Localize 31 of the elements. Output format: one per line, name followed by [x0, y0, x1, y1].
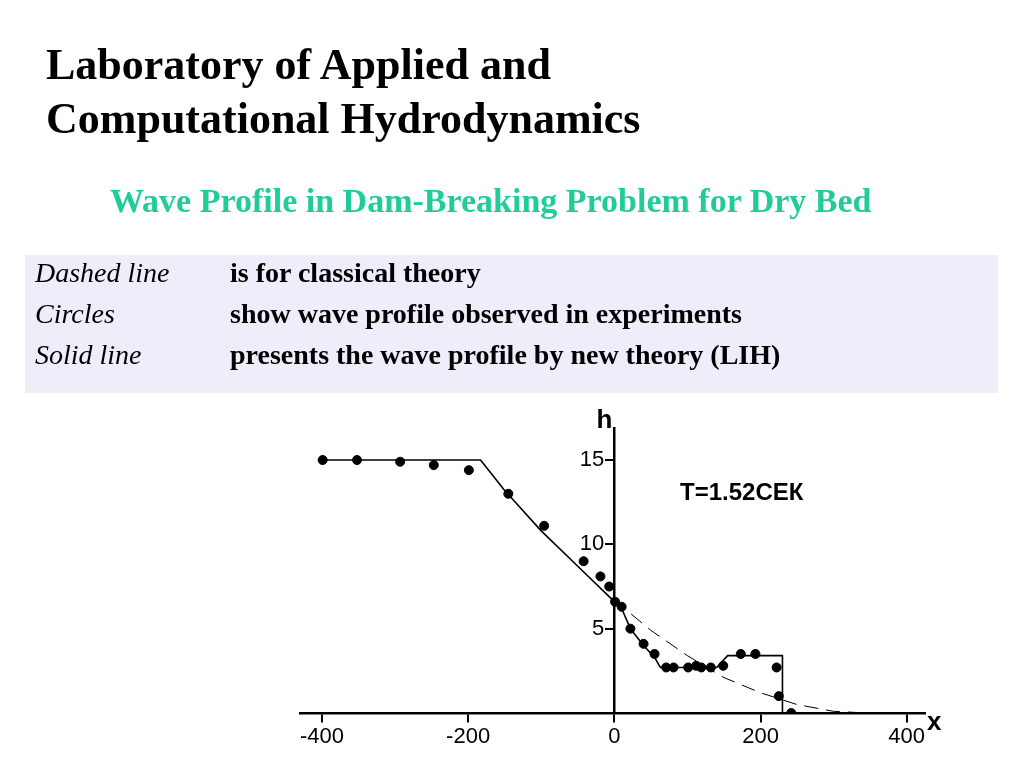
x-axis-title: x — [927, 706, 942, 737]
text: show wave profile observed in experiments — [230, 298, 743, 331]
point — [771, 662, 782, 673]
point — [773, 691, 784, 702]
x-tick-label: -400 — [299, 723, 344, 749]
y-axis-title: h — [596, 404, 613, 435]
y-tick-label: 10 — [579, 530, 605, 556]
point — [428, 460, 439, 471]
point — [750, 648, 761, 659]
y-tick-label: 5 — [592, 614, 605, 640]
point — [317, 455, 328, 466]
text: presents the wave profile by new theory (LIH) — [230, 339, 782, 372]
x-tick-label: 200 — [742, 723, 779, 749]
point — [578, 556, 589, 567]
point — [539, 520, 550, 531]
chart-subtitle: Wave Profile in Dam-Breaking Problem for Dry Bed — [110, 182, 872, 220]
x-tick-label: 400 — [888, 723, 926, 749]
text: Circles — [34, 298, 116, 331]
point — [735, 648, 746, 659]
point — [668, 662, 679, 673]
text: is for classical theory — [230, 257, 482, 290]
text: Dashed line — [33, 257, 171, 290]
point — [463, 465, 474, 476]
point — [718, 660, 729, 671]
annotation: T=1.52СЕК — [680, 477, 804, 505]
text: Solid line — [34, 339, 143, 372]
point — [595, 571, 606, 582]
chart-title: Laboratory of Applied and Computational Hydrodynamics — [46, 39, 642, 145]
x-tick-label: -200 — [446, 723, 491, 749]
y-tick-label: 15 — [579, 446, 605, 472]
x-tick-label: 0 — [608, 723, 621, 749]
